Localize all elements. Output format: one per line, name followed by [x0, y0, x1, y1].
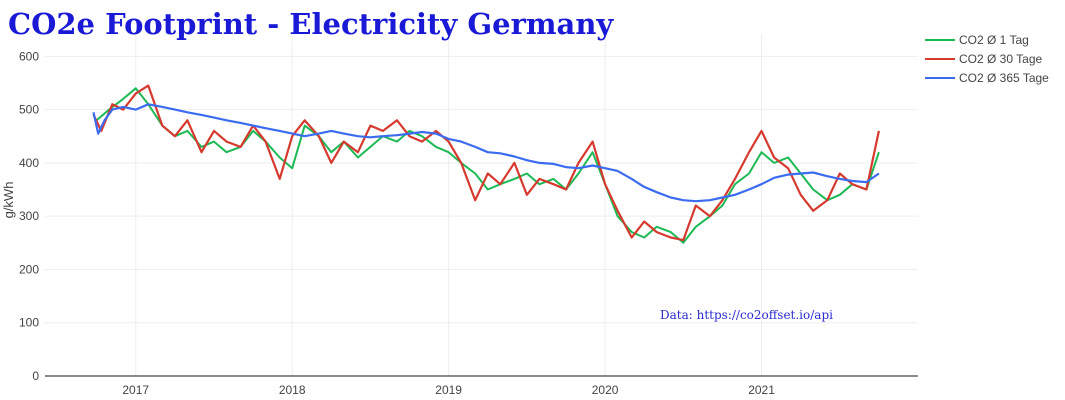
y-tick-label: 100 [19, 316, 39, 330]
x-tick-label: 2017 [122, 383, 149, 397]
legend: CO2 Ø 1 Tag CO2 Ø 30 Tage CO2 Ø 365 Tage [925, 33, 1049, 85]
series-line-365days [92, 103, 880, 203]
y-tick-label: 500 [19, 103, 39, 117]
legend-label-30days[interactable]: CO2 Ø 30 Tage [959, 52, 1042, 66]
y-tick-label: 300 [19, 209, 39, 223]
y-tick-label: 0 [32, 369, 39, 383]
x-tick-label: 2019 [435, 383, 462, 397]
x-tick-label: 2020 [592, 383, 619, 397]
y-tick-label: 400 [19, 156, 39, 170]
legend-label-365days[interactable]: CO2 Ø 365 Tage [959, 71, 1049, 85]
series-lines [92, 84, 880, 244]
legend-label-1day[interactable]: CO2 Ø 1 Tag [959, 33, 1029, 47]
y-tick-label: 200 [19, 262, 39, 276]
x-tick-label: 2021 [748, 383, 775, 397]
series-line-30days [92, 84, 880, 242]
x-tick-label: 2018 [279, 383, 306, 397]
y-axis-label: g/kWh [1, 182, 16, 219]
data-source-annotation: Data: https://co2offset.io/api [660, 308, 833, 322]
chart-title: CO2e Footprint - Electricity Germany [8, 7, 614, 41]
axes: 0 100 200 300 400 500 600 2017 2018 2019 2020 2021 [19, 49, 918, 397]
series-line-1day [95, 87, 880, 244]
grid-lines [45, 35, 918, 376]
y-tick-label: 600 [19, 49, 39, 63]
